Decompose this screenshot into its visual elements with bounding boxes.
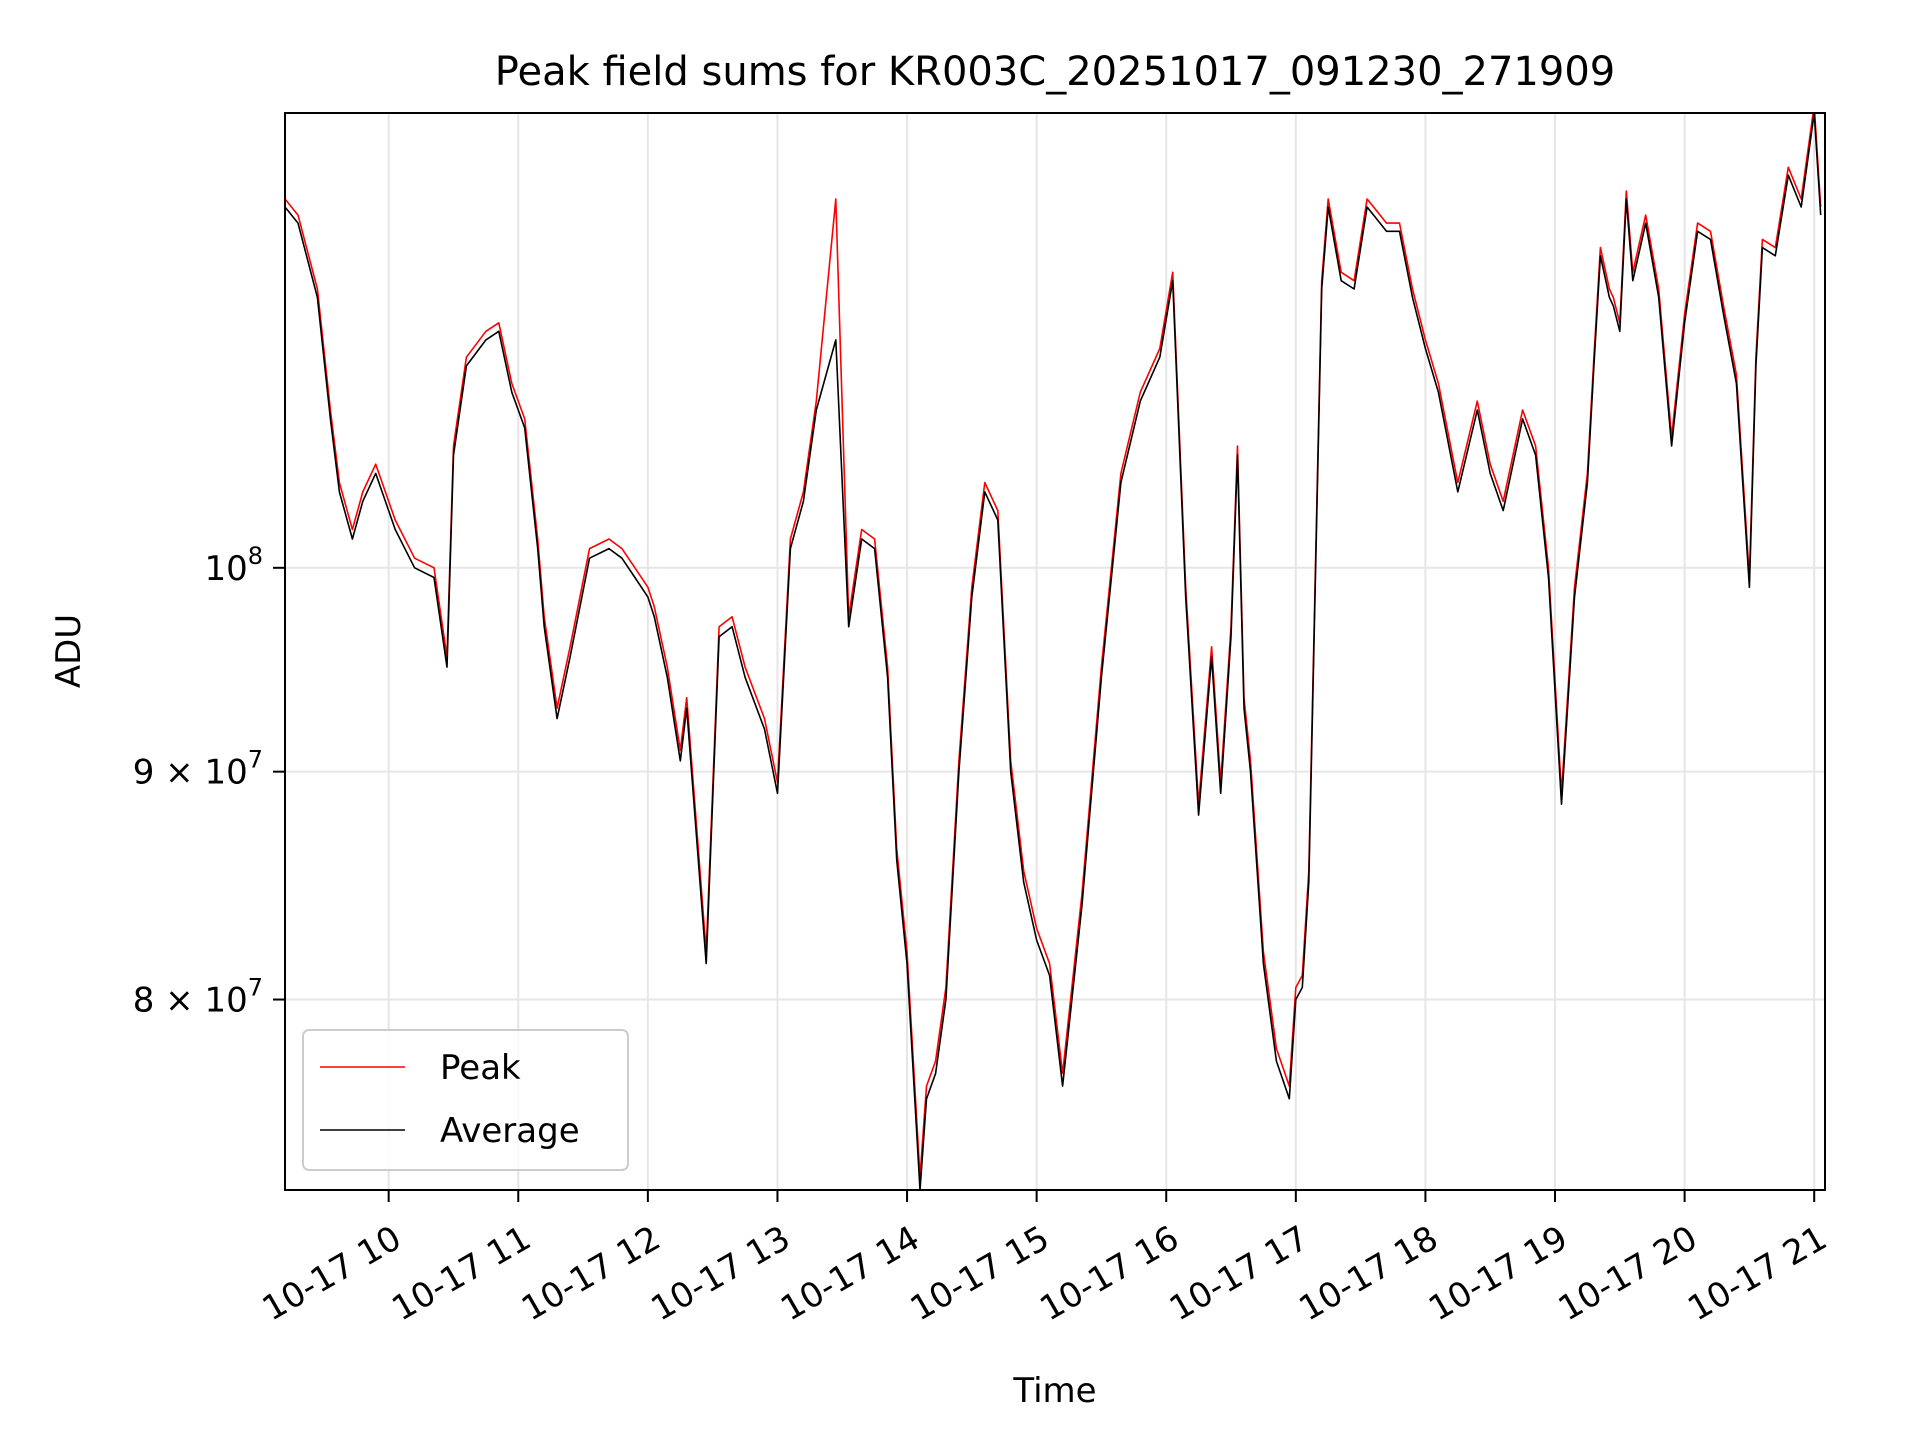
series-line-average	[285, 113, 1822, 1190]
legend: Peak Average	[302, 1029, 629, 1171]
legend-label-peak: Peak	[440, 1048, 521, 1088]
series-lines	[285, 113, 1822, 1190]
legend-box	[302, 1029, 629, 1171]
y-axis-label: ADU	[49, 614, 89, 688]
y-tick-label: 8 × 107	[133, 974, 263, 1021]
legend-label-average: Average	[440, 1111, 580, 1151]
chart-title: Peak field sums for KR003C_20251017_0912…	[495, 49, 1615, 95]
y-axis-ticks: 8 × 107 9 × 107 108	[133, 542, 285, 1021]
plot-frame	[284, 112, 1826, 1191]
x-axis-label: Time	[1012, 1371, 1096, 1411]
grid-lines	[285, 113, 1825, 1190]
y-tick-label: 108	[204, 542, 263, 589]
series-line-peak	[285, 113, 1822, 1178]
y-tick-label: 9 × 107	[133, 746, 263, 793]
